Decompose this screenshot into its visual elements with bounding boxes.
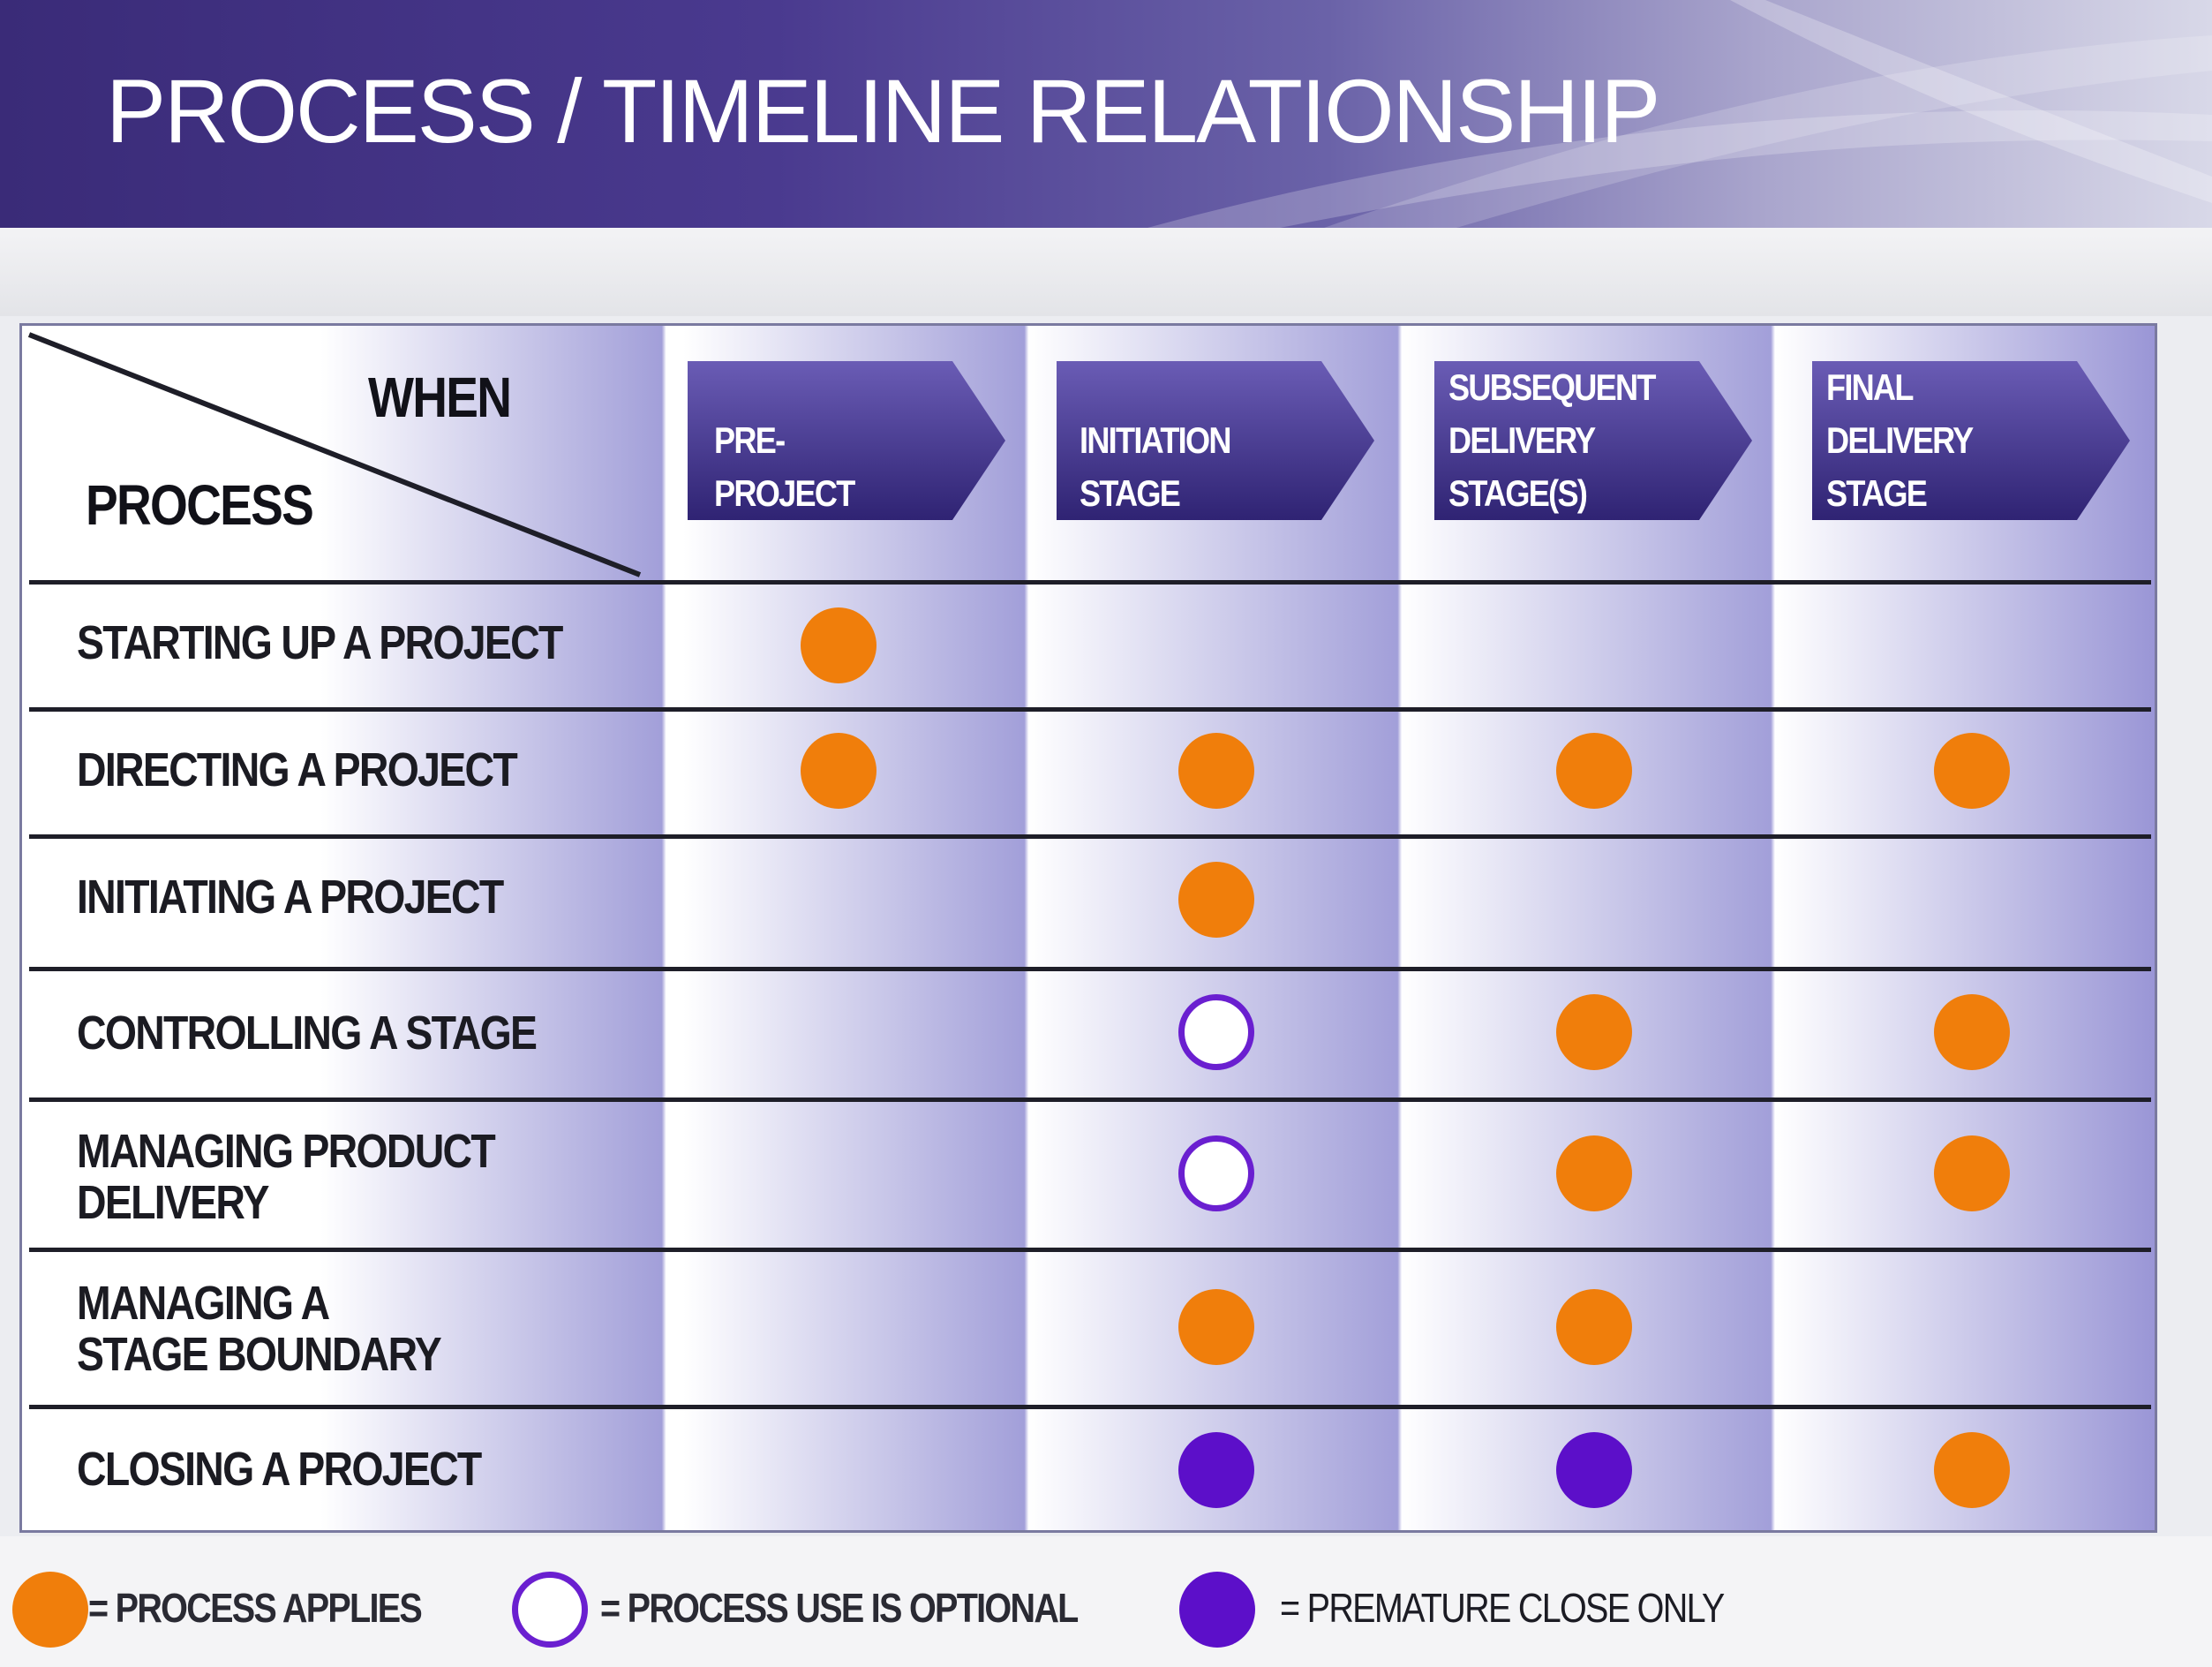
mark-premature: [1556, 1432, 1632, 1508]
row-divider: [29, 967, 2151, 971]
legend-premature-dot: [1179, 1572, 1255, 1648]
row-divider: [29, 1405, 2151, 1409]
legend-optional-label: = PROCESS USE IS OPTIONAL: [600, 1585, 1079, 1631]
mark-applies: [1178, 862, 1254, 938]
mark-applies: [1934, 733, 2010, 809]
stage-arrow-shape: [688, 361, 1005, 520]
stage-arrow-shape: [1057, 361, 1374, 520]
legend-applies-label: = PROCESS APPLIES: [88, 1585, 423, 1631]
mark-applies: [1556, 1289, 1632, 1365]
banner-decoration: [1147, 0, 2212, 228]
mark-optional: [1178, 994, 1254, 1070]
mark-applies: [1556, 733, 1632, 809]
banner-band: [0, 228, 2212, 316]
corner-when-label: WHEN: [368, 366, 512, 429]
mark-applies: [1934, 1432, 2010, 1508]
row-divider: [29, 580, 2151, 585]
page-title: PROCESS / TIMELINE RELATIONSHIP: [106, 61, 1660, 162]
stage-label: SUBSEQUENT DELIVERY STAGE(S): [1448, 366, 1656, 514]
process-label-managing-product-delivery: MANAGING PRODUCT DELIVERY: [77, 1125, 496, 1229]
stage-arrow-shape: [1812, 361, 2130, 520]
row-divider: [29, 834, 2151, 839]
mark-applies: [1178, 733, 1254, 809]
legend: = PROCESS APPLIES = PROCESS USE IS OPTIO…: [0, 1536, 2212, 1667]
legend-optional-dot: [512, 1572, 588, 1648]
row-divider: [29, 1098, 2151, 1102]
mark-premature: [1178, 1432, 1254, 1508]
process-timeline-table: WHEN PROCESS PRE-PROJECT INITIATION STAG…: [19, 323, 2157, 1533]
process-label-controlling-stage: CONTROLLING A STAGE: [77, 1007, 538, 1060]
legend-premature-label: = PREMATURE CLOSE ONLY: [1280, 1585, 1725, 1631]
header-banner: PROCESS / TIMELINE RELATIONSHIP: [0, 0, 2212, 228]
stage-label: INITIATION STAGE: [1080, 419, 1231, 514]
mark-applies: [801, 607, 877, 683]
corner-process-label: PROCESS: [86, 473, 314, 537]
mark-applies: [1934, 994, 2010, 1070]
corner-diagonal: [27, 332, 642, 577]
mark-applies: [1178, 1289, 1254, 1365]
stage-arrow-shape: [1434, 361, 1752, 520]
process-label-starting-up: STARTING UP A PROJECT: [77, 616, 563, 669]
legend-applies-dot: [12, 1572, 88, 1648]
mark-applies: [1556, 1135, 1632, 1211]
stage-label: PRE-PROJECT: [714, 419, 855, 514]
process-label-directing: DIRECTING A PROJECT: [77, 743, 518, 796]
stage-label: FINAL DELIVERY STAGE: [1826, 366, 1974, 514]
mark-optional: [1178, 1135, 1254, 1211]
process-label-closing: CLOSING A PROJECT: [77, 1443, 482, 1496]
mark-applies: [1934, 1135, 2010, 1211]
process-label-initiating: INITIATING A PROJECT: [77, 871, 504, 924]
mark-applies: [1556, 994, 1632, 1070]
process-label-managing-stage-boundary: MANAGING A STAGE BOUNDARY: [77, 1277, 442, 1381]
mark-applies: [801, 733, 877, 809]
row-divider: [29, 1248, 2151, 1252]
row-divider: [29, 707, 2151, 712]
